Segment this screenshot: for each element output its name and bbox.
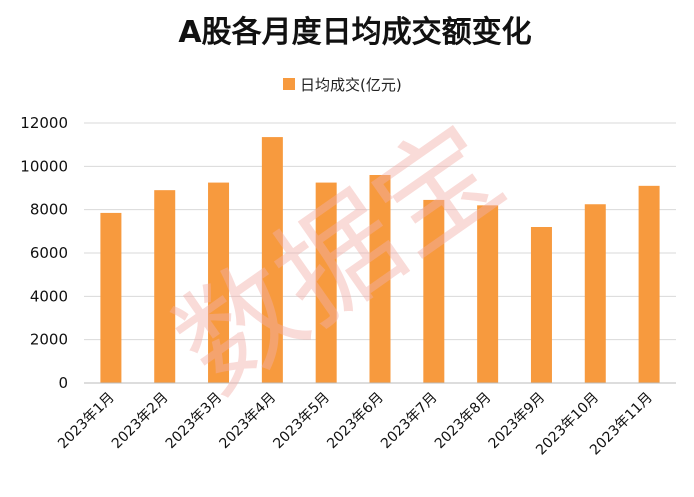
- bar: [261, 137, 283, 383]
- x-tick-label: 2023年5月: [270, 390, 333, 453]
- legend-swatch: [283, 78, 295, 90]
- bar: [100, 212, 122, 383]
- y-tick-label: 6000: [30, 244, 68, 262]
- x-tick-label: 2023年1月: [55, 390, 118, 453]
- bars: [100, 137, 660, 383]
- bar: [315, 182, 337, 383]
- chart-title: A股各月度日均成交额变化: [178, 15, 531, 50]
- y-axis-ticks: 0 2000 4000 6000 8000 10000 12000: [20, 114, 68, 392]
- x-tick-label: 2023年6月: [324, 390, 387, 453]
- legend-label: 日均成交(亿元): [300, 76, 402, 94]
- x-tick-label: 2023年7月: [378, 390, 441, 453]
- x-axis-ticks: 2023年1月2023年2月2023年3月2023年4月2023年5月2023年…: [55, 390, 656, 459]
- bar: [369, 175, 391, 383]
- bar: [584, 204, 606, 383]
- bar: [208, 182, 230, 383]
- x-tick-label: 2023年2月: [109, 390, 172, 453]
- x-tick-label: 2023年8月: [432, 390, 495, 453]
- y-tick-label: 2000: [30, 331, 68, 349]
- bar: [530, 227, 552, 383]
- bar: [638, 185, 660, 383]
- bar: [423, 199, 445, 383]
- y-tick-label: 0: [58, 374, 68, 392]
- legend: 日均成交(亿元): [283, 76, 402, 94]
- y-tick-label: 10000: [20, 157, 68, 175]
- y-tick-label: 8000: [30, 201, 68, 219]
- bar: [477, 205, 499, 383]
- x-tick-label: 2023年3月: [163, 390, 226, 453]
- y-tick-label: 4000: [30, 287, 68, 305]
- y-tick-label: 12000: [20, 114, 68, 132]
- bar: [154, 190, 176, 383]
